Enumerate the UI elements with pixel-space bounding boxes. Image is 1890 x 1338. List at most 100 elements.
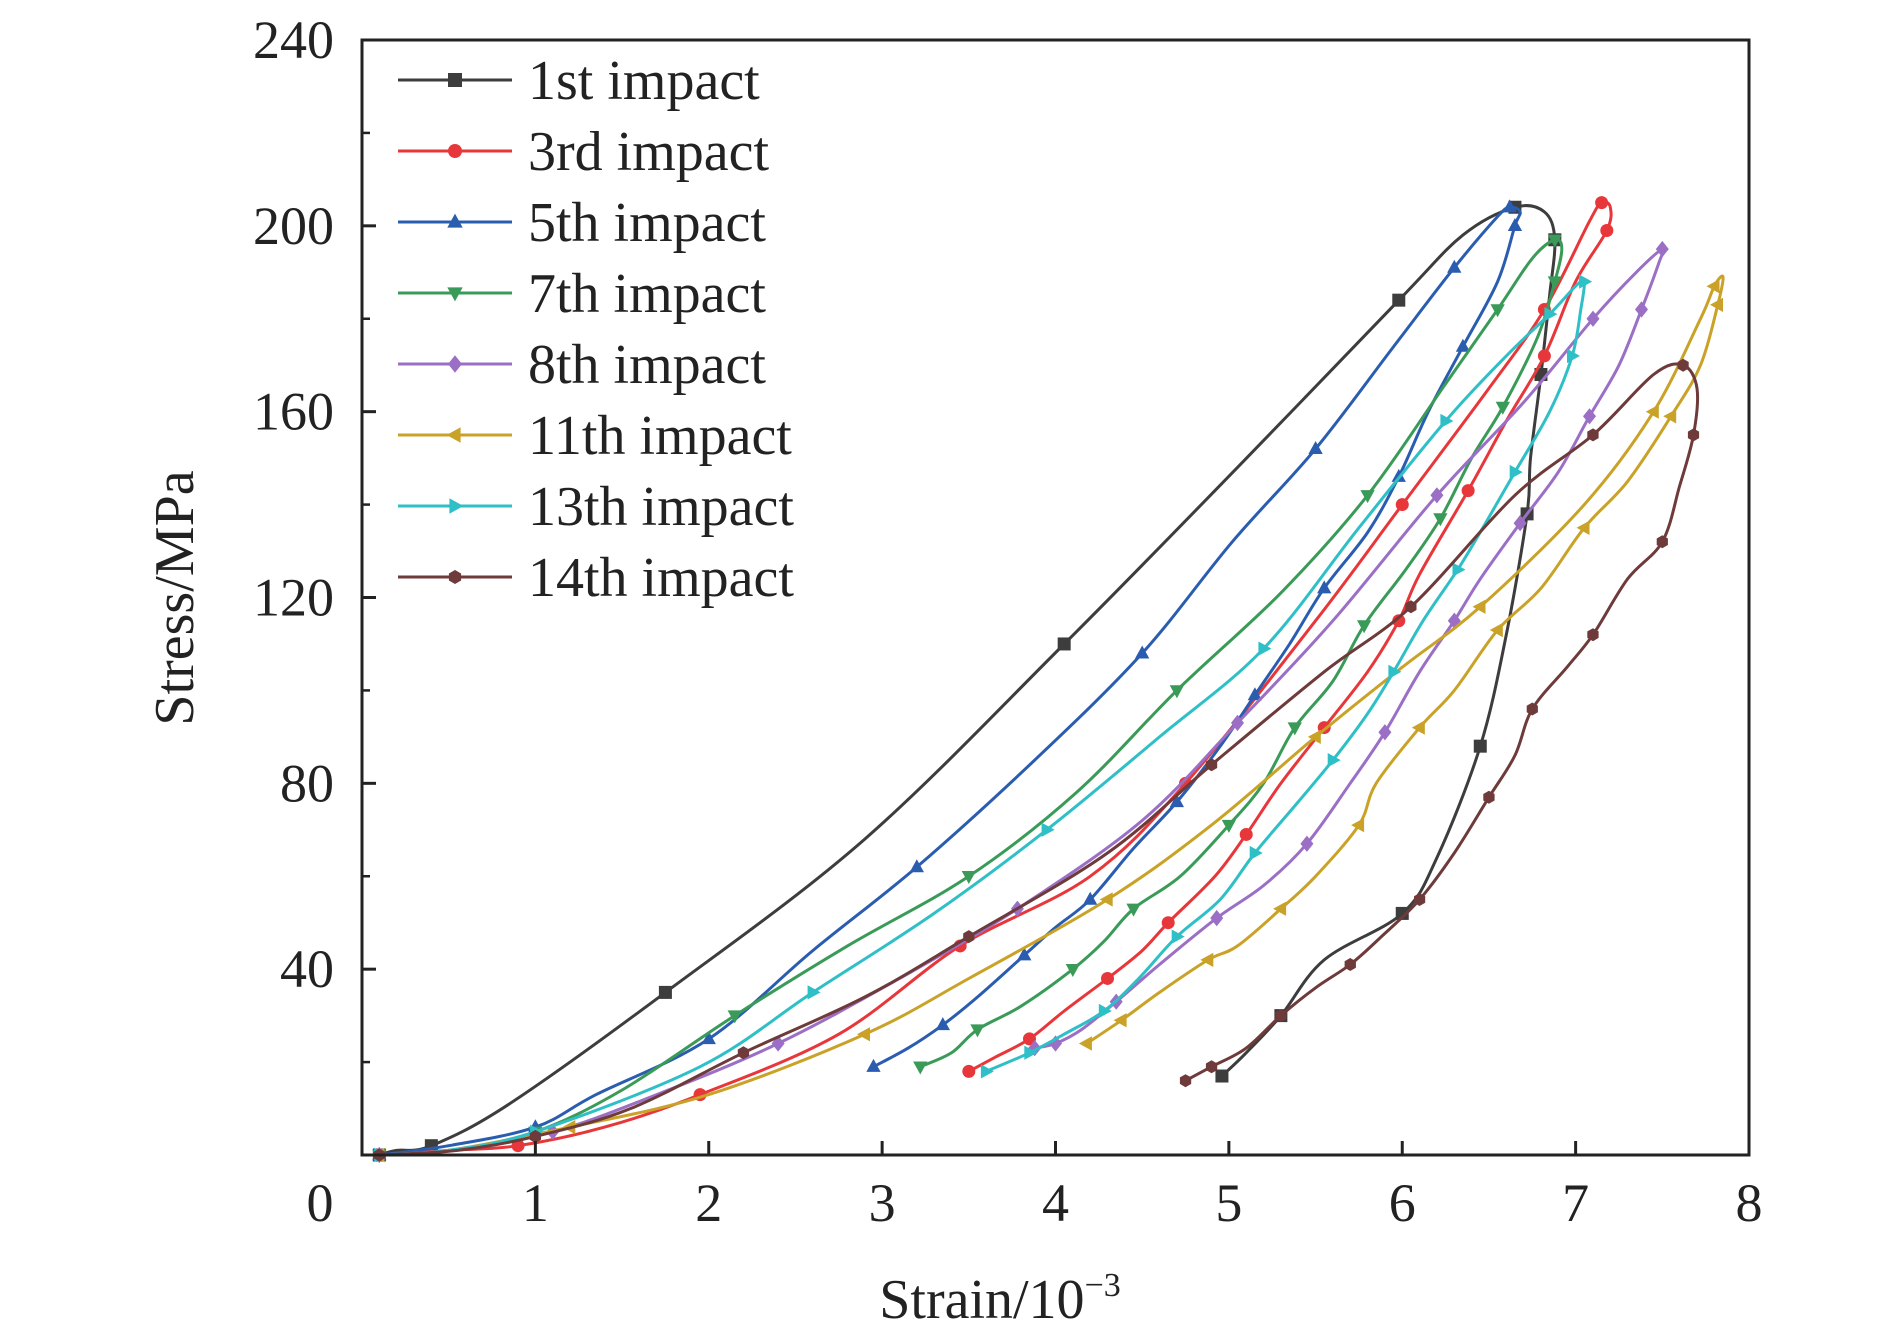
data-point (1587, 428, 1599, 442)
series-line (377, 274, 1725, 1157)
legend-item: 3rd impact (398, 121, 769, 183)
legend-label: 13th impact (528, 476, 794, 538)
data-point (1483, 790, 1495, 804)
data-point (1583, 408, 1596, 425)
data-point (1489, 622, 1503, 638)
x-tick-label: 1 (522, 1173, 549, 1233)
data-point (961, 871, 976, 884)
x-tick-label: 8 (1736, 1173, 1763, 1233)
data-point (1287, 722, 1302, 736)
data-point (1247, 687, 1262, 701)
legend-label: 3rd impact (528, 121, 769, 183)
data-point (1099, 892, 1113, 907)
data-point (1210, 909, 1224, 927)
data-point (1411, 720, 1425, 735)
data-point (1205, 758, 1218, 772)
legend-item: 8th impact (398, 334, 766, 396)
data-point (1663, 409, 1677, 424)
data-point (970, 1024, 985, 1038)
data-point (1507, 218, 1523, 231)
data-point (1677, 358, 1689, 372)
data-point (1101, 971, 1115, 985)
data-point (1547, 276, 1562, 290)
legend-swatch-marker (447, 287, 463, 302)
x-tick-label: 0 (307, 1173, 334, 1233)
data-point (1495, 401, 1510, 415)
series-line (377, 278, 1586, 1157)
data-point (1057, 637, 1071, 651)
legend-label: 14th impact (528, 547, 794, 609)
axis-ticks: 0 1 2 3 4 5 6 7 8 40 80 120 160 200 240 (253, 10, 1763, 1233)
chart-marks (371, 196, 1725, 1164)
data-point (1405, 600, 1417, 614)
data-point (1391, 468, 1406, 482)
data-point (913, 1061, 928, 1075)
data-point (1327, 753, 1341, 768)
data-point (1231, 714, 1244, 732)
data-point (1537, 349, 1551, 363)
data-point (1135, 645, 1150, 659)
data-point (1414, 893, 1426, 906)
data-point (1215, 1069, 1229, 1083)
data-point (1307, 729, 1321, 744)
data-point (1710, 297, 1723, 312)
data-point (1600, 223, 1614, 237)
x-tick-label: 2 (695, 1173, 722, 1233)
data-point (529, 1129, 541, 1143)
data-point (1587, 628, 1599, 642)
x-tick-label: 5 (1215, 1173, 1242, 1233)
data-point (1205, 1060, 1218, 1074)
data-point (1586, 310, 1600, 327)
data-point (1455, 338, 1471, 352)
data-point (1258, 641, 1272, 656)
data-point (1392, 293, 1406, 307)
legend-swatch-marker (448, 570, 462, 584)
data-point (1440, 413, 1454, 429)
legend-label: 5th impact (528, 192, 766, 254)
data-point (1161, 916, 1175, 930)
data-point (1049, 1035, 1062, 1052)
data-point (962, 1064, 976, 1078)
data-point (1221, 819, 1236, 833)
legend-item: 1st impact (398, 50, 760, 112)
data-point (1249, 845, 1263, 861)
legend-swatch-marker (449, 498, 464, 514)
data-point (1171, 929, 1185, 944)
data-point (1017, 947, 1032, 961)
data-point (1567, 348, 1580, 364)
y-tick-label: 40 (280, 939, 334, 999)
series-6 (371, 274, 1725, 1163)
x-tick-label: 7 (1562, 1173, 1589, 1233)
series-7 (374, 274, 1593, 1163)
data-point (1078, 1036, 1092, 1051)
x-tick-label: 6 (1389, 1173, 1416, 1233)
data-point (1098, 1003, 1112, 1019)
data-point (1655, 240, 1669, 258)
data-point (727, 1010, 742, 1024)
data-point (1472, 599, 1486, 614)
data-point (1635, 301, 1648, 318)
data-point (1065, 964, 1080, 977)
data-point (1378, 724, 1392, 741)
x-axis-title-exponent: −3 (1085, 1267, 1121, 1304)
data-point (1357, 620, 1372, 634)
x-axis-title: Strain/10−3 (879, 1267, 1121, 1331)
legend-swatch-marker (446, 427, 461, 443)
data-point (1083, 891, 1098, 905)
data-point (1317, 580, 1332, 594)
data-point (1388, 664, 1402, 679)
data-point (1113, 1013, 1127, 1028)
data-point (963, 930, 975, 944)
y-tick-label: 120 (253, 568, 334, 628)
series-line (377, 200, 1613, 1157)
data-point (658, 985, 672, 999)
y-tick-label: 80 (280, 753, 334, 813)
legend-swatch-marker (448, 355, 462, 373)
data-point (1595, 196, 1609, 210)
legend-label: 11th impact (528, 405, 792, 467)
data-point (1576, 520, 1590, 535)
data-point (1169, 794, 1184, 808)
data-point (1706, 279, 1720, 294)
data-point (857, 1027, 870, 1042)
